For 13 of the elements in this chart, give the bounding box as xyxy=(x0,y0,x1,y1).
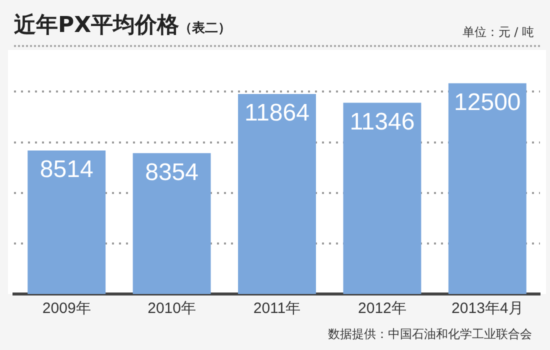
x-tick-label: 2013年4月 xyxy=(452,300,524,318)
y-axis-title: 单位：元 / 吨 xyxy=(462,24,534,41)
data-label: 8514 xyxy=(40,156,94,184)
x-tick-label: 2012年 xyxy=(358,300,406,318)
data-label: 11346 xyxy=(350,108,415,136)
chart-subtitle: （表二） xyxy=(179,21,232,36)
data-label: 12500 xyxy=(454,88,521,116)
text: 数据提供：中国石油和化学工业联合会 xyxy=(328,326,532,343)
data-label: 11864 xyxy=(244,100,310,127)
x-tick-label: 2010年 xyxy=(148,300,196,318)
x-tick-label: 2011年 xyxy=(253,300,301,318)
x-tick-label: 2009年 xyxy=(42,300,91,318)
data-label: 8354 xyxy=(145,158,198,186)
